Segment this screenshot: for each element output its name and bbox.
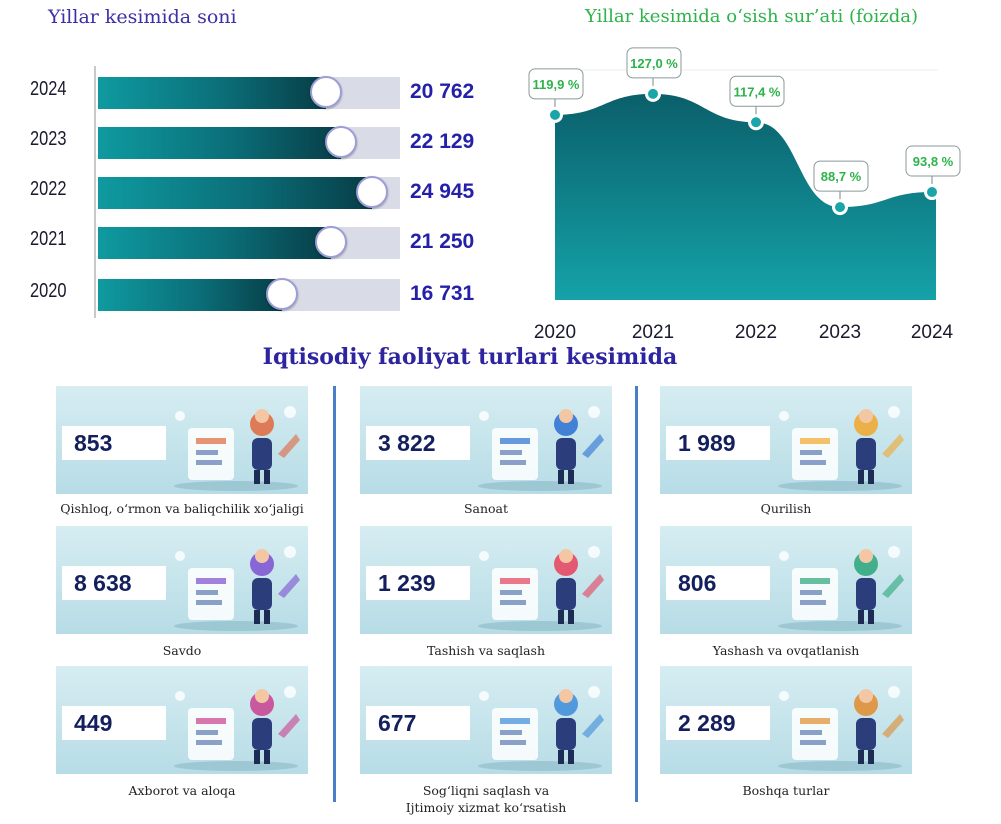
bar <box>98 227 331 259</box>
bar-value-label: 16 731 <box>410 282 475 305</box>
category-label: Boshqa turlar <box>742 783 830 798</box>
bar-value-label: 21 250 <box>410 230 475 253</box>
bar-end-marker <box>315 226 347 258</box>
category-label: Sog‘liqni saqlash va Ijtimoiy xizmat ko‘r… <box>405 783 567 815</box>
bar <box>98 77 326 109</box>
bar-chart-axis <box>94 66 96 318</box>
value-label: 93,8 % <box>913 154 954 169</box>
x-tick-label: 2020 <box>534 322 576 343</box>
value-label-box <box>905 145 961 177</box>
data-point: 117,4 % <box>729 75 785 131</box>
category-label: Savdo <box>162 643 202 658</box>
factory-illustration <box>478 406 604 491</box>
bar-end-marker <box>325 126 357 158</box>
area-chart-title: Yillar kesimida o‘sish sur’ati (foizda) <box>585 6 918 27</box>
marker-dot <box>835 202 845 213</box>
value-label: 127,0 % <box>630 56 678 71</box>
category-card: 806 <box>660 526 912 634</box>
bar-row: 2021 21 250 <box>0 224 500 260</box>
bar <box>98 177 372 209</box>
bar-end-marker <box>310 76 342 108</box>
bar <box>98 279 282 311</box>
category-value: 806 <box>666 566 770 600</box>
bar-category-label: 2021 <box>30 228 67 250</box>
bar-value-label: 20 762 <box>410 80 475 103</box>
category-card: 2 289 <box>660 666 912 774</box>
farm-illustration <box>174 406 300 491</box>
column-divider <box>333 386 336 802</box>
column-divider <box>635 386 638 802</box>
marker-dot <box>648 88 658 99</box>
healthcare-illustration <box>478 686 604 771</box>
category-label: Tashish va saqlash <box>427 643 545 658</box>
construction-illustration <box>778 406 904 491</box>
category-card: 1 239 <box>360 526 612 634</box>
bar-row: 2022 24 945 <box>0 174 500 210</box>
bar-end-marker <box>266 278 298 310</box>
category-card: 677 <box>360 666 612 774</box>
category-card: 8 638 <box>56 526 308 634</box>
category-value: 3 822 <box>366 426 470 460</box>
category-card: 3 822 <box>360 386 612 494</box>
x-tick-label: 2023 <box>819 322 861 343</box>
data-point: 119,9 % <box>528 68 584 123</box>
category-label: Qishloq, o‘rmon va baliqchilik xo‘jaligi <box>60 501 304 516</box>
x-tick-label: 2022 <box>735 322 777 343</box>
data-point: 93,8 % <box>905 145 961 201</box>
category-label: Sanoat <box>463 501 509 516</box>
delivery-truck-illustration <box>478 546 604 631</box>
bar-chart-title: Yillar kesimida soni <box>48 6 237 28</box>
bar-category-label: 2022 <box>30 178 67 200</box>
category-card: 449 <box>56 666 308 774</box>
bar-end-marker <box>356 176 388 208</box>
bar-row: 2023 22 129 <box>0 124 500 160</box>
category-label: Qurilish <box>760 501 812 516</box>
it-computer-illustration <box>174 686 300 771</box>
value-label-box <box>729 75 785 107</box>
marker-dot <box>550 109 560 120</box>
data-point: 127,0 % <box>626 47 682 102</box>
marker-dot <box>751 117 761 128</box>
analytics-illustration <box>778 686 904 771</box>
x-tick-label: 2024 <box>911 322 954 343</box>
category-value: 449 <box>62 706 166 740</box>
category-label: Yashash va ovqatlanish <box>712 643 860 658</box>
area-series <box>555 93 936 300</box>
data-point: 88,7 % <box>813 160 869 216</box>
marker-dot <box>927 187 937 198</box>
category-card: 853 <box>56 386 308 494</box>
bar-row: 2020 16 731 <box>0 276 500 312</box>
category-card: 1 989 <box>660 386 912 494</box>
category-value: 2 289 <box>666 706 770 740</box>
category-label: Axborot va aloqa <box>128 783 236 798</box>
category-value: 677 <box>366 706 470 740</box>
bar-row: 2024 20 762 <box>0 74 500 110</box>
area-chart: 119,9 % 2020 127,0 % 2021 117,4 % 2022 88,7 % 2… <box>528 47 961 343</box>
bar <box>98 127 341 159</box>
value-label: 119,9 % <box>533 77 580 92</box>
value-label: 88,7 % <box>821 169 862 184</box>
hotel-food-illustration <box>778 546 904 631</box>
shopping-illustration <box>174 546 300 631</box>
bar-value-label: 24 945 <box>410 180 475 203</box>
value-label-box <box>813 160 869 192</box>
section-title: Iqtisodiy faoliyat turlari kesimida <box>262 344 678 370</box>
bar-category-label: 2024 <box>30 78 67 100</box>
category-value: 1 989 <box>666 426 770 460</box>
category-value: 8 638 <box>62 566 166 600</box>
value-label: 117,4 % <box>734 84 781 99</box>
bar-value-label: 22 129 <box>410 130 475 153</box>
value-label-box <box>528 68 584 100</box>
bar-category-label: 2023 <box>30 128 67 150</box>
category-value: 1 239 <box>366 566 470 600</box>
value-label-box <box>626 47 682 79</box>
category-value: 853 <box>62 426 166 460</box>
x-tick-label: 2021 <box>632 322 674 343</box>
bar-category-label: 2020 <box>30 280 67 302</box>
